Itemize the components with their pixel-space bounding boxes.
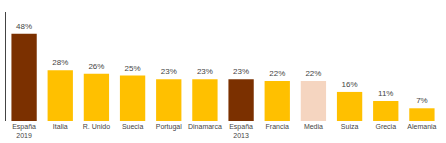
svg-text:Suiza: Suiza [341,123,359,130]
svg-text:22%: 22% [305,69,321,78]
svg-text:Media: Media [304,123,323,130]
svg-text:48%: 48% [16,22,32,31]
svg-text:Alemania: Alemania [407,123,436,130]
svg-text:23%: 23% [197,67,213,76]
svg-text:16%: 16% [342,80,358,89]
svg-text:28%: 28% [52,58,68,67]
svg-text:Dinamarca: Dinamarca [188,123,222,130]
svg-text:Italia: Italia [53,123,68,130]
svg-text:23%: 23% [233,67,249,76]
svg-text:23%: 23% [161,67,177,76]
svg-text:25%: 25% [125,64,141,73]
svg-text:Portugal: Portugal [156,123,183,131]
svg-text:Suecia: Suecia [122,123,144,130]
svg-text:11%: 11% [378,89,393,98]
svg-text:Grecia: Grecia [375,123,396,130]
svg-text:España2013: España2013 [229,123,253,139]
svg-text:26%: 26% [88,62,104,71]
svg-text:España2019: España2019 [12,123,36,139]
svg-text:R. Unido: R. Unido [83,123,110,130]
svg-text:22%: 22% [269,69,285,78]
svg-text:Francia: Francia [266,123,289,130]
svg-text:7%: 7% [416,96,428,105]
